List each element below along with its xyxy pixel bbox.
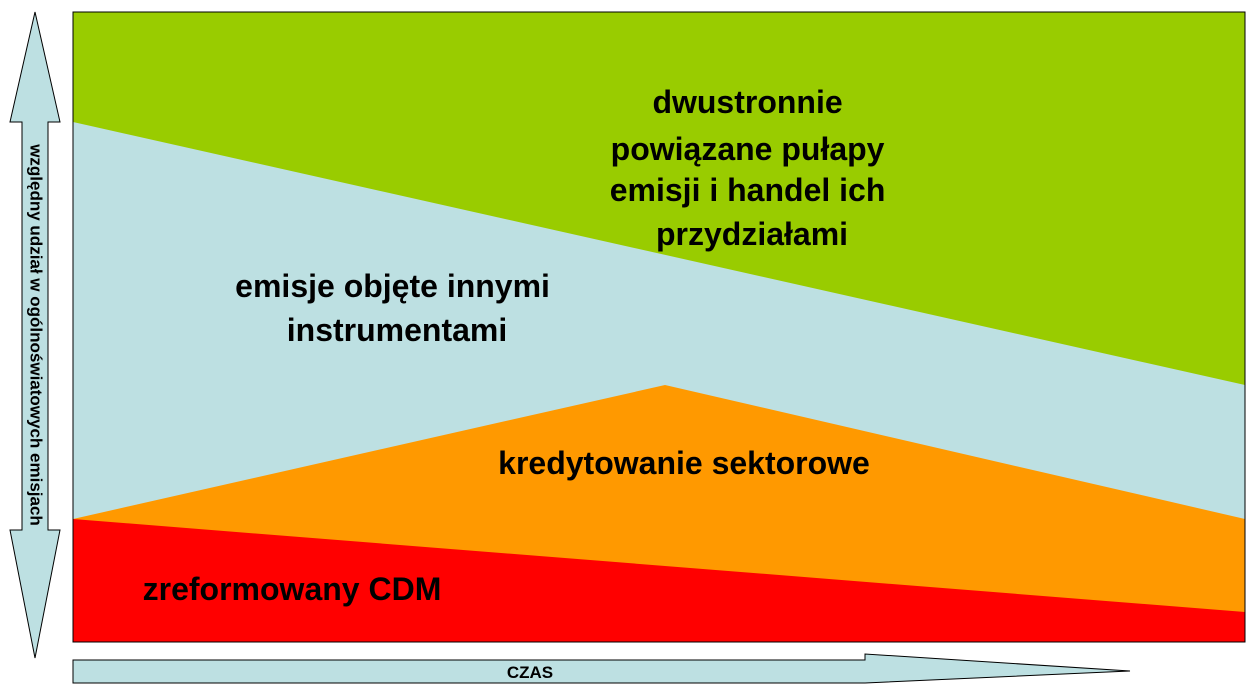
- y-axis-arrow: [9, 11, 61, 659]
- label-line: instrumentami: [287, 312, 507, 348]
- y-axis-label: względny udział w ogólnoświatowych emisj…: [27, 143, 46, 526]
- label-line: emisji i handel ich: [610, 172, 886, 208]
- label-line: emisje objęte innymi: [235, 268, 550, 304]
- x-axis-label: CZAS: [507, 663, 553, 682]
- label-line: przydziałami: [656, 216, 848, 252]
- bilateral-label: dwustronnie powiązane pułapy emisji i ha…: [610, 84, 895, 252]
- cdm-label: zreformowany CDM: [143, 571, 442, 607]
- label-line: powiązane pułapy: [611, 131, 885, 167]
- sectoral-crediting-label: kredytowanie sektorowe: [498, 445, 870, 481]
- label-line: dwustronnie: [652, 84, 842, 120]
- label-line: kredytowanie sektorowe: [498, 445, 870, 481]
- x-axis-arrow: [72, 653, 1131, 684]
- label-line: zreformowany CDM: [143, 571, 442, 607]
- other-instruments-label: emisje objęte innymi instrumentami: [235, 268, 559, 348]
- cdm-region: [73, 519, 1245, 642]
- frame: [72, 11, 1246, 643]
